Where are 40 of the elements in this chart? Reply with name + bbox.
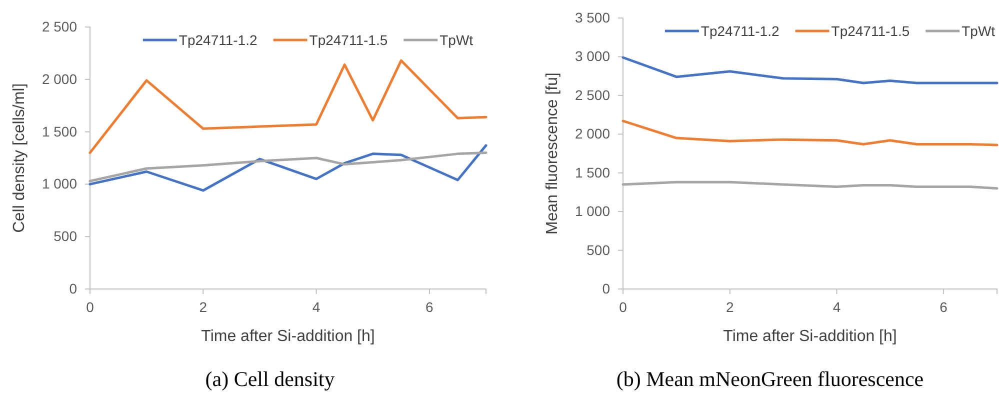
y-tick-label: 500 <box>586 242 610 258</box>
y-tick-label: 1 500 <box>42 123 78 140</box>
line-series <box>622 120 998 146</box>
legend-label: TpWt <box>962 23 996 39</box>
y-tick-label: 1 000 <box>42 176 78 192</box>
y-tick-label: 2 500 <box>42 18 78 34</box>
line-series <box>622 56 998 84</box>
y-tick-label: 3 000 <box>574 48 610 64</box>
y-tick-label: 2 500 <box>574 86 610 103</box>
y-tick-label: 0 <box>602 280 610 296</box>
y-tick-label: 1 500 <box>574 164 610 180</box>
x-tick-label: 0 <box>619 298 628 315</box>
x-tick-label: 6 <box>426 298 434 315</box>
x-tick-label: 2 <box>726 298 734 315</box>
x-tick-label: 6 <box>940 298 948 315</box>
x-axis-title: Time after Si-addition [h] <box>723 328 897 345</box>
y-axis-title: Cell density [cells/ml] <box>11 83 28 233</box>
y-tick-label: 2 000 <box>574 126 610 142</box>
x-tick-label: 2 <box>199 298 208 315</box>
line-series <box>622 180 998 190</box>
y-tick-label: 3 500 <box>574 9 610 26</box>
legend-label: Tp24711-1.5 <box>831 23 910 39</box>
y-tick-label: 1 000 <box>574 203 610 220</box>
line-series <box>88 59 488 154</box>
x-tick-label: 0 <box>86 298 94 315</box>
text: (b) Mean mNeonGreen fluorescence <box>616 367 924 391</box>
legend-label: Tp24711-1.5 <box>309 32 388 48</box>
legend-label: TpWt <box>440 32 474 48</box>
line-series <box>88 144 488 192</box>
x-tick-label: 4 <box>312 298 320 315</box>
line-series <box>88 152 488 182</box>
y-axis-title: Mean fluorescence [fu] <box>544 72 561 234</box>
y-tick-label: 2 000 <box>42 70 78 87</box>
x-axis-title: Time after Si-addition [h] <box>201 328 375 345</box>
y-tick-label: 500 <box>54 228 78 244</box>
text: (a) Cell density <box>205 367 336 391</box>
legend-label: Tp24711-1.2 <box>700 23 780 39</box>
y-tick-label: 0 <box>69 280 78 296</box>
legend-label: Tp24711-1.2 <box>178 32 258 48</box>
x-tick-label: 4 <box>832 298 841 315</box>
